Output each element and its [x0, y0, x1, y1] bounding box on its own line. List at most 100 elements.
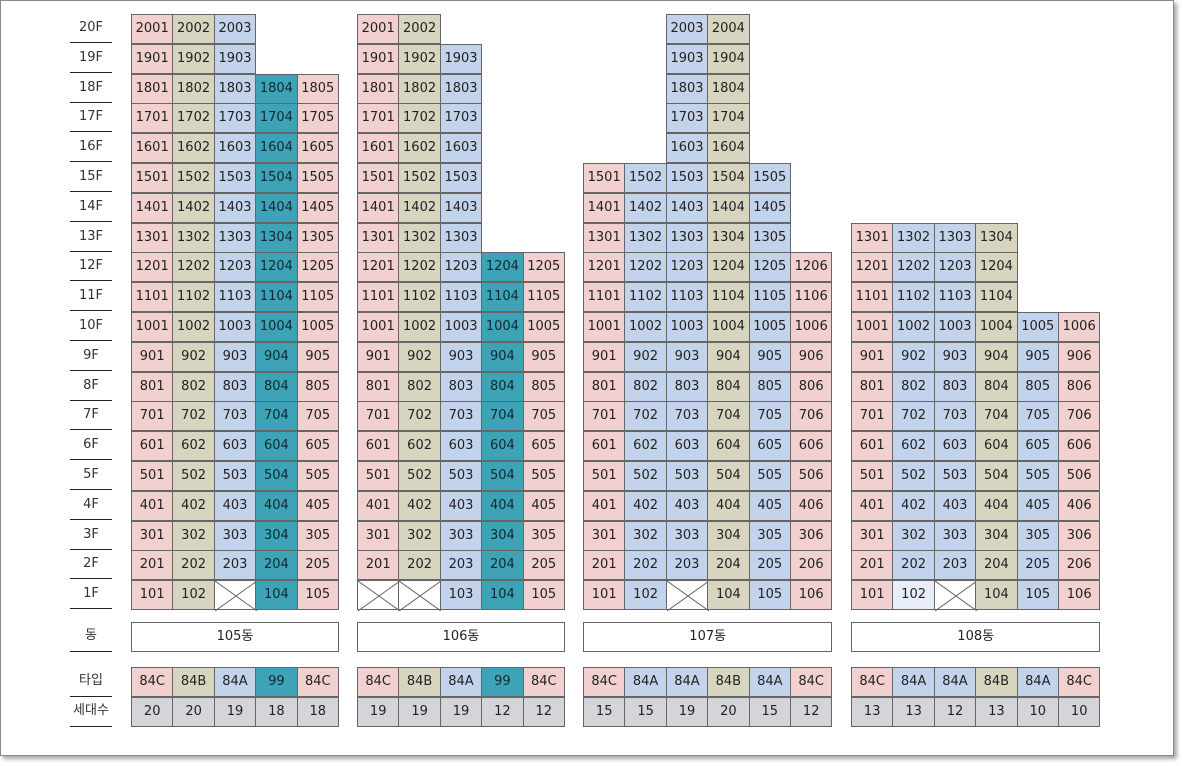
- unit-cell: 703: [933, 401, 977, 432]
- unit-cell: 1003: [665, 312, 709, 342]
- unit-cell: 606: [790, 431, 833, 462]
- unit-cell: 502: [624, 461, 667, 491]
- floor-label: 19F: [70, 44, 112, 73]
- type-cell: 84B: [707, 667, 750, 697]
- unit-cell: 303: [665, 520, 709, 551]
- unit-cell: 104: [707, 580, 750, 611]
- unit-cell: 304: [707, 520, 750, 551]
- unit-cell: 505: [296, 461, 339, 491]
- unit-cell: 204: [481, 550, 524, 581]
- unit-cell: 606: [1058, 431, 1101, 462]
- floor-label: 2F: [70, 550, 112, 580]
- unit-cell: 706: [790, 401, 833, 432]
- unit-cell: 903: [439, 341, 483, 372]
- unit-cell: 1303: [665, 222, 709, 253]
- unit-cell: 802: [172, 371, 215, 402]
- unit-cell: 1302: [892, 222, 935, 253]
- unit-cell: 803: [665, 371, 709, 402]
- floor-label: 12F: [70, 252, 112, 282]
- unit-cell: 303: [213, 520, 257, 551]
- unit-cell: 901: [851, 341, 894, 372]
- unit-cell: 403: [213, 490, 257, 521]
- unit-cell: 1101: [357, 282, 400, 313]
- households-cell: 12: [522, 697, 565, 727]
- unit-cell: 801: [583, 371, 626, 402]
- unit-cell: 802: [398, 371, 441, 402]
- type-cell: 84A: [748, 667, 791, 697]
- unit-cell: 1005: [522, 312, 565, 342]
- unit-cell: 505: [1016, 461, 1059, 491]
- unit-cell: 302: [624, 520, 667, 551]
- unit-cell: 805: [522, 371, 565, 402]
- floor-label: 14F: [70, 193, 112, 222]
- unit-cell: 305: [1016, 520, 1059, 551]
- unit-cell: 804: [255, 371, 298, 402]
- unit-cell: 1903: [665, 43, 709, 74]
- unit-cell: 1101: [131, 282, 174, 313]
- unit-cell: 105: [748, 580, 791, 611]
- unit-cell: 604: [707, 431, 750, 462]
- unit-cell: 501: [357, 461, 400, 491]
- empty-unit: [398, 580, 442, 612]
- floor-label: 20F: [70, 14, 112, 43]
- unit-cell: 703: [213, 401, 257, 432]
- empty-unit: [357, 580, 400, 612]
- unit-cell: 1804: [255, 73, 298, 104]
- unit-cell: 705: [1016, 401, 1059, 432]
- households-cell: 20: [707, 697, 750, 727]
- unit-cell: 1102: [172, 282, 215, 313]
- type-cell: 84A: [1016, 667, 1059, 697]
- unit-cell: 206: [790, 550, 833, 581]
- no-unit-cross: [399, 581, 442, 612]
- unit-cell: 806: [1058, 371, 1101, 402]
- unit-cell: 1704: [707, 103, 750, 134]
- unit-cell: 1405: [748, 192, 791, 223]
- unit-cell: 1404: [707, 192, 750, 223]
- unit-cell: 1401: [131, 192, 174, 223]
- unit-cell: 503: [439, 461, 483, 491]
- floor-label: 17F: [70, 103, 112, 133]
- households-cell: 15: [748, 697, 791, 727]
- unit-cell: 1101: [851, 282, 894, 313]
- unit-cell: 1501: [131, 163, 174, 193]
- unit-cell: 602: [398, 431, 441, 462]
- unit-cell: 1401: [357, 192, 400, 223]
- unit-cell: 102: [624, 580, 667, 611]
- unit-cell: 401: [357, 490, 400, 521]
- unit-cell: 904: [707, 341, 750, 372]
- unit-cell: 902: [172, 341, 215, 372]
- unit-cell: 1403: [665, 192, 709, 223]
- unit-cell: 201: [357, 550, 400, 581]
- empty-unit: [665, 580, 709, 612]
- unit-cell: 702: [398, 401, 441, 432]
- unit-cell: 205: [1016, 550, 1059, 581]
- unit-cell: 901: [131, 341, 174, 372]
- unit-cell: 1903: [213, 43, 257, 74]
- unit-cell: 502: [398, 461, 441, 491]
- unit-cell: 1303: [933, 222, 977, 253]
- unit-cell: 1601: [131, 133, 174, 164]
- unit-cell: 604: [975, 431, 1018, 462]
- unit-cell: 1006: [790, 312, 833, 342]
- unit-cell: 603: [439, 431, 483, 462]
- unit-cell: 1902: [398, 43, 441, 74]
- no-unit-cross: [934, 581, 977, 612]
- empty-unit: [213, 580, 257, 612]
- unit-cell: 1104: [255, 282, 298, 313]
- unit-cell: 1301: [357, 222, 400, 253]
- households-cell: 18: [296, 697, 339, 727]
- unit-cell: 2002: [172, 14, 215, 44]
- unit-cell: 203: [933, 550, 977, 581]
- unit-cell: 1803: [665, 73, 709, 104]
- unit-cell: 903: [665, 341, 709, 372]
- unit-cell: 1801: [357, 73, 400, 104]
- unit-cell: 1305: [748, 222, 791, 253]
- unit-cell: 602: [892, 431, 935, 462]
- unit-cell: 301: [583, 520, 626, 551]
- unit-cell: 704: [975, 401, 1018, 432]
- unit-cell: 1402: [172, 192, 215, 223]
- unit-cell: 202: [624, 550, 667, 581]
- unit-cell: 1701: [131, 103, 174, 134]
- unit-cell: 1901: [131, 43, 174, 74]
- unit-cell: 1105: [748, 282, 791, 313]
